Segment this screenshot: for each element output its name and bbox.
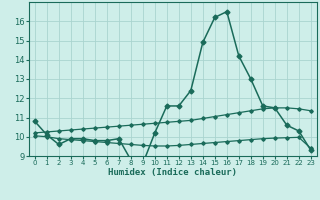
X-axis label: Humidex (Indice chaleur): Humidex (Indice chaleur) xyxy=(108,168,237,177)
